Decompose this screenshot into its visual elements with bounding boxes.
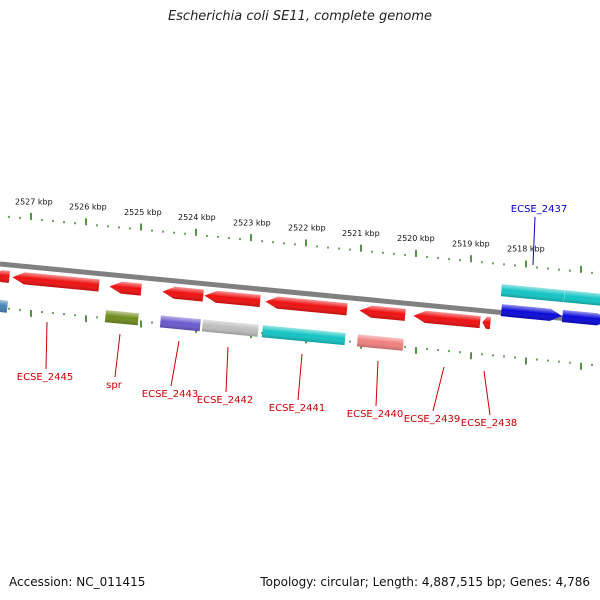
gene-feature-shading [204, 290, 261, 307]
gene-feature-shading [0, 299, 8, 313]
genome-backbone [0, 261, 600, 325]
scale-tick-label: 2521 kbp [342, 229, 380, 238]
gene-feature-shading [12, 272, 100, 292]
label-leader-line [225, 346, 229, 393]
scale-tick-label: 2524 kbp [178, 213, 216, 222]
label-leader-line [114, 333, 121, 378]
genome-summary: Topology: circular; Length: 4,887,515 bp… [260, 575, 590, 589]
label-leader-line [375, 360, 379, 407]
label-leader-line [483, 370, 491, 416]
gene-feature-shading [413, 310, 481, 329]
gene-feature-shading [162, 286, 204, 302]
gene-label: ECSE_2441 [269, 403, 325, 414]
gene-label: ECSE_2439 [404, 414, 460, 425]
label-leader-line [297, 353, 303, 401]
gene-label: ECSE_2443 [142, 389, 198, 400]
label-leader-line [45, 321, 48, 370]
label-leader-line [532, 216, 536, 266]
gene-features [0, 270, 600, 351]
gene-feature-shading [159, 315, 201, 332]
gene-label: ECSE_2442 [197, 395, 253, 406]
label-leader-line [170, 340, 180, 387]
gene-label: ECSE_2440 [347, 409, 403, 420]
gene-feature-shading [261, 325, 346, 346]
gene-label: ECSE_2438 [461, 418, 517, 429]
gene-feature-shading [265, 296, 348, 316]
scale-tick-label: 2523 kbp [233, 218, 271, 227]
gene-feature-shading [356, 334, 404, 351]
gene-feature-shading [201, 319, 259, 337]
gene-feature-shading [561, 310, 600, 326]
gene-feature-shading [500, 284, 565, 303]
scale-tick-label: 2519 kbp [452, 239, 490, 248]
gene-feature-shading [500, 304, 563, 321]
label-leader-line [432, 366, 445, 412]
map-title: Escherichia coli SE11, complete genome [167, 9, 433, 24]
gene-feature-shading [0, 270, 10, 283]
label-leader-lines [45, 216, 536, 416]
scale-tick-label: 2525 kbp [124, 208, 162, 217]
accession-text: Accession: NC_011415 [9, 575, 146, 589]
gene-feature-shading [482, 316, 491, 330]
gene-label: ECSE_2445 [17, 372, 73, 383]
gene-label: spr [106, 380, 123, 391]
gene-feature-shading [563, 290, 600, 307]
outer-tick-ring [8, 212, 593, 274]
scale-tick-label: 2522 kbp [288, 224, 326, 233]
scale-tick-label: 2527 kbp [15, 197, 53, 206]
gene-feature-shading [104, 310, 139, 326]
gene-feature-shading [359, 305, 406, 321]
scale-tick-label: 2520 kbp [397, 234, 435, 243]
scale-tick-label: 2526 kbp [69, 203, 107, 212]
gene-feature-shading [109, 281, 142, 296]
scale-tick-label: 2518 kbp [507, 245, 545, 254]
scale-labels: 2527 kbp 2526 kbp 2525 kbp 2524 kbp 2523 kbp… [15, 197, 545, 253]
gene-label: ECSE_2437 [511, 204, 567, 215]
